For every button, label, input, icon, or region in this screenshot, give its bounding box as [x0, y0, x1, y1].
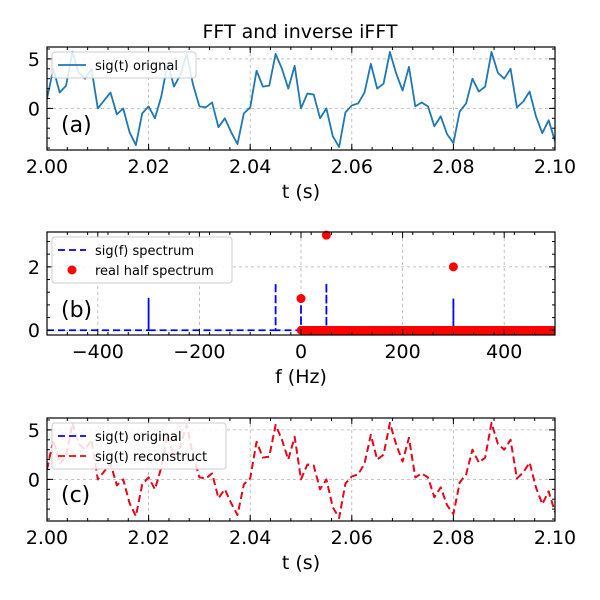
x-tick-label: −400: [72, 341, 124, 363]
x-tick-label: 2.00: [26, 527, 68, 549]
series-line-c-1: [47, 422, 555, 519]
legend-label: sig(t) reconstruct: [95, 450, 207, 465]
x-axis-label: f (Hz): [275, 366, 327, 388]
panel-b: −400 −200 0 200 400 0 2 f (Hz) (b) sig(f) spectru…: [28, 230, 556, 388]
plot-area: [47, 422, 555, 519]
figure-title: FFT and inverse iFFT: [202, 21, 397, 43]
x-tick-label: 200: [384, 341, 420, 363]
panel-c: 2.00 2.02 2.04 2.06 2.08 2.10 0 5 t (s) (c) sig(t)…: [26, 417, 576, 574]
legend-swatch-dot: [67, 265, 77, 275]
y-tick-label: 0: [28, 98, 40, 120]
y-tick-label: 5: [28, 420, 40, 442]
legend-box: [51, 422, 227, 470]
x-tick-label: 2.04: [229, 527, 271, 549]
legend-label: sig(t) original: [95, 430, 182, 445]
x-tick-label: 400: [486, 341, 522, 363]
y-tick-label: 5: [28, 49, 40, 71]
panel-tag: (a): [61, 113, 92, 138]
spectrum-peak-marker-1: [321, 230, 331, 240]
spectrum-peak-marker-2: [448, 262, 458, 272]
x-tick-label: 2.08: [432, 527, 474, 549]
legend-box: [51, 236, 233, 284]
legend-label: real half spectrum: [95, 264, 214, 279]
x-axis-label: t (s): [282, 552, 320, 574]
legend-box: [51, 51, 197, 79]
legend: sig(t) orignal: [51, 51, 197, 79]
series-line-a-0: [47, 51, 555, 148]
legend-label: sig(t) orignal: [95, 59, 178, 74]
x-tick-label: 2.10: [534, 156, 576, 178]
x-tick-label: 2.02: [127, 156, 169, 178]
spectrum-peak-marker-0: [296, 294, 306, 304]
x-tick-label: 2.06: [331, 156, 373, 178]
legend: sig(f) spectrum real half spectrum: [51, 236, 233, 284]
x-tick-label: 0: [295, 341, 307, 363]
panels: 2.00 2.02 2.04 2.06 2.08 2.10 0 5 t (s) (a) sig(t)…: [26, 46, 576, 574]
plot-area: [47, 281, 555, 335]
x-tick-label: −200: [173, 341, 225, 363]
plot-area: [47, 51, 555, 148]
x-tick-label: 2.08: [432, 156, 474, 178]
y-tick-label: 2: [28, 257, 40, 279]
legend-label: sig(f) spectrum: [95, 244, 194, 259]
panel-tag: (c): [61, 483, 90, 508]
y-tick-label: 0: [28, 320, 40, 342]
x-tick-label: 2.06: [331, 527, 373, 549]
x-tick-label: 2.10: [534, 527, 576, 549]
y-tick-label: 0: [28, 469, 40, 491]
panel-tag: (b): [61, 298, 92, 323]
x-tick-label: 2.02: [127, 527, 169, 549]
x-tick-label: 2.00: [26, 156, 68, 178]
panel-a: 2.00 2.02 2.04 2.06 2.08 2.10 0 5 t (s) (a) sig(t)…: [26, 46, 576, 203]
legend: sig(t) original sig(t) reconstruct: [51, 422, 227, 470]
x-axis-label: t (s): [282, 181, 320, 203]
x-tick-label: 2.04: [229, 156, 271, 178]
